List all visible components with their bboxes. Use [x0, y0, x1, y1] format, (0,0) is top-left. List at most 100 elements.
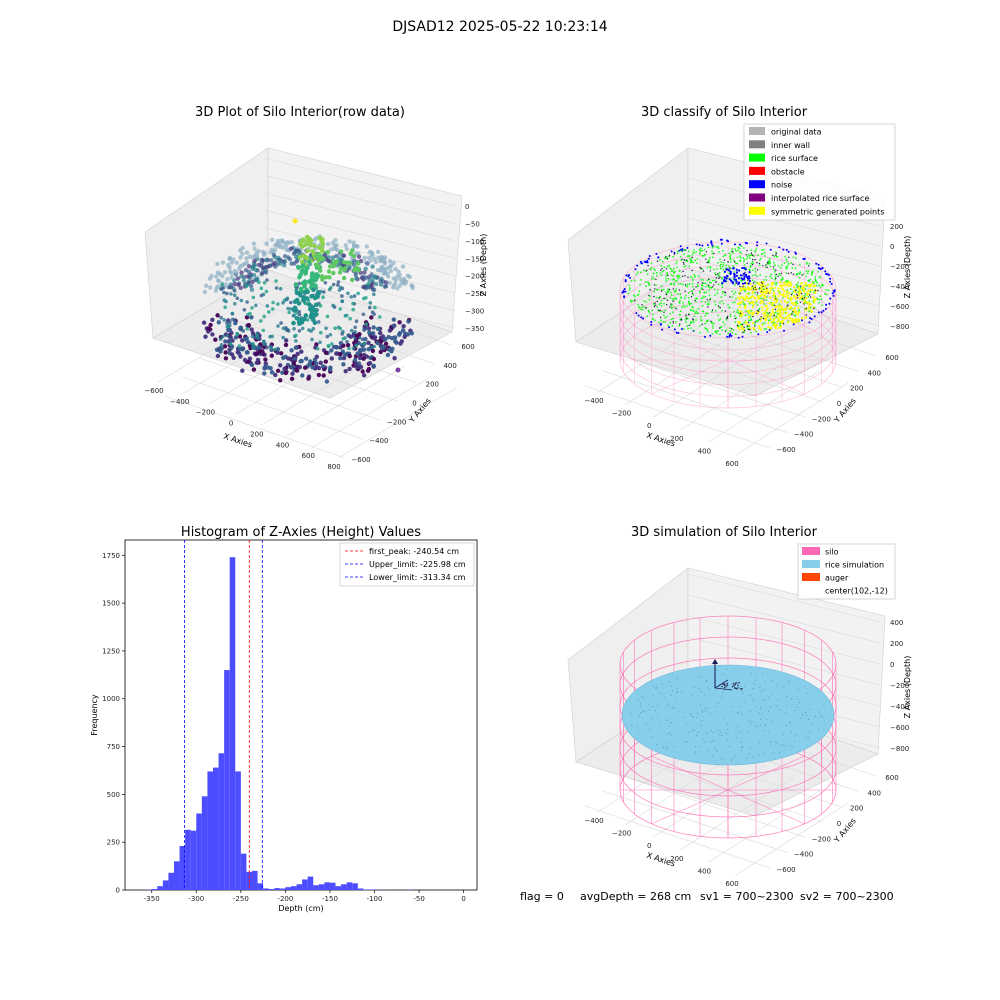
rice-mesh-point: [666, 720, 668, 722]
interpolated-point: [754, 259, 756, 261]
rice-surface-point: [652, 313, 654, 316]
rice-mesh-point: [741, 742, 742, 743]
rice-surface-point: [714, 294, 717, 296]
histogram-bar: [185, 829, 191, 890]
rice-surface-point: [821, 283, 824, 286]
rice-mesh-point: [770, 693, 772, 695]
rice-mesh-point: [702, 711, 704, 713]
data-point: [269, 345, 274, 349]
data-point: [334, 351, 339, 356]
panel1-z-label: Z Axies (Depth): [479, 234, 488, 297]
rice-surface-point: [696, 285, 699, 288]
interpolated-point: [655, 278, 657, 281]
rice-surface-point: [825, 289, 828, 291]
symmetric-point: [792, 309, 795, 312]
rice-mesh-point: [715, 669, 717, 671]
data-point: [402, 334, 407, 339]
rice-surface-point: [774, 311, 777, 314]
rice-surface-point: [693, 275, 696, 278]
interpolated-point: [685, 259, 688, 261]
interpolated-point: [752, 263, 754, 266]
data-point: [242, 261, 247, 267]
rice-surface-point: [769, 265, 772, 267]
symmetric-point: [798, 294, 801, 297]
noise-point: [624, 280, 627, 283]
data-point: [296, 301, 302, 306]
rice-surface-point: [740, 279, 743, 282]
rice-surface-point: [818, 298, 821, 301]
interpolated-point: [724, 310, 727, 312]
x-gridline: [312, 376, 431, 448]
rice-surface-point: [700, 278, 703, 281]
rice-surface-point: [669, 312, 672, 315]
rice-surface-point: [813, 282, 815, 285]
data-point: [315, 294, 320, 300]
rice-mesh-point: [800, 717, 802, 719]
rice-surface-point: [699, 325, 701, 327]
rice-surface-point: [784, 255, 786, 258]
data-point: [319, 274, 325, 279]
symmetric-point: [790, 283, 793, 286]
rice-surface-point: [634, 279, 636, 282]
x-tick-label: 200: [670, 855, 683, 863]
symmetric-point: [769, 287, 772, 290]
rice-surface-point: [648, 298, 651, 301]
data-point: [273, 372, 278, 378]
interpolated-point: [679, 323, 681, 325]
rice-surface-point: [764, 266, 767, 268]
symmetric-point: [747, 300, 750, 303]
rice-mesh-point: [737, 726, 739, 728]
rice-mesh-point: [675, 691, 677, 693]
data-point: [265, 278, 269, 282]
rice-mesh-point: [740, 706, 742, 708]
data-point: [218, 345, 223, 350]
rice-surface-point: [628, 289, 631, 291]
interpolated-point: [773, 314, 775, 317]
data-point: [391, 276, 397, 281]
data-point: [361, 373, 367, 378]
rice-surface-point: [703, 291, 706, 294]
panel1-x-label: X Axies: [222, 432, 253, 450]
noise-point: [723, 270, 727, 273]
rice-surface-point: [660, 274, 663, 276]
legend-entry: rice simulation: [825, 561, 884, 570]
data-point: [336, 280, 341, 284]
rice-surface-point: [673, 297, 676, 299]
rice-surface-point: [731, 290, 733, 293]
rice-surface-point: [700, 300, 703, 303]
histogram-bar: [190, 830, 197, 890]
symmetric-point: [804, 316, 807, 319]
data-point: [396, 269, 401, 274]
histogram-bar: [157, 886, 163, 890]
rice-mesh-point: [783, 690, 785, 692]
z-tick-label: −800: [890, 323, 909, 331]
data-point: [292, 261, 297, 266]
x-gridline: [157, 311, 277, 383]
data-point: [231, 257, 236, 262]
data-point: [321, 256, 326, 261]
rice-mesh-point: [748, 719, 750, 721]
symmetric-point: [771, 304, 774, 307]
data-point: [245, 350, 250, 355]
interpolated-point: [687, 313, 690, 316]
data-point: [351, 346, 356, 351]
rice-surface-point: [689, 257, 691, 260]
rice-surface-point: [825, 293, 828, 296]
data-point: [351, 307, 356, 312]
y-tick-label: 1500: [102, 600, 120, 608]
rice-surface-point: [655, 284, 657, 286]
symmetric-point: [748, 311, 751, 314]
symmetric-point: [782, 292, 785, 295]
data-point: [314, 302, 319, 308]
symmetric-point: [779, 284, 782, 287]
symmetric-point: [776, 299, 779, 302]
rice-mesh-point: [656, 744, 658, 746]
data-point: [220, 260, 226, 265]
data-point: [366, 340, 371, 345]
rice-mesh-point: [797, 688, 799, 690]
data-point: [316, 372, 322, 378]
symmetric-point: [746, 309, 750, 312]
rice-surface-point: [719, 267, 722, 270]
data-point: [303, 365, 308, 370]
interpolated-point: [727, 315, 729, 318]
